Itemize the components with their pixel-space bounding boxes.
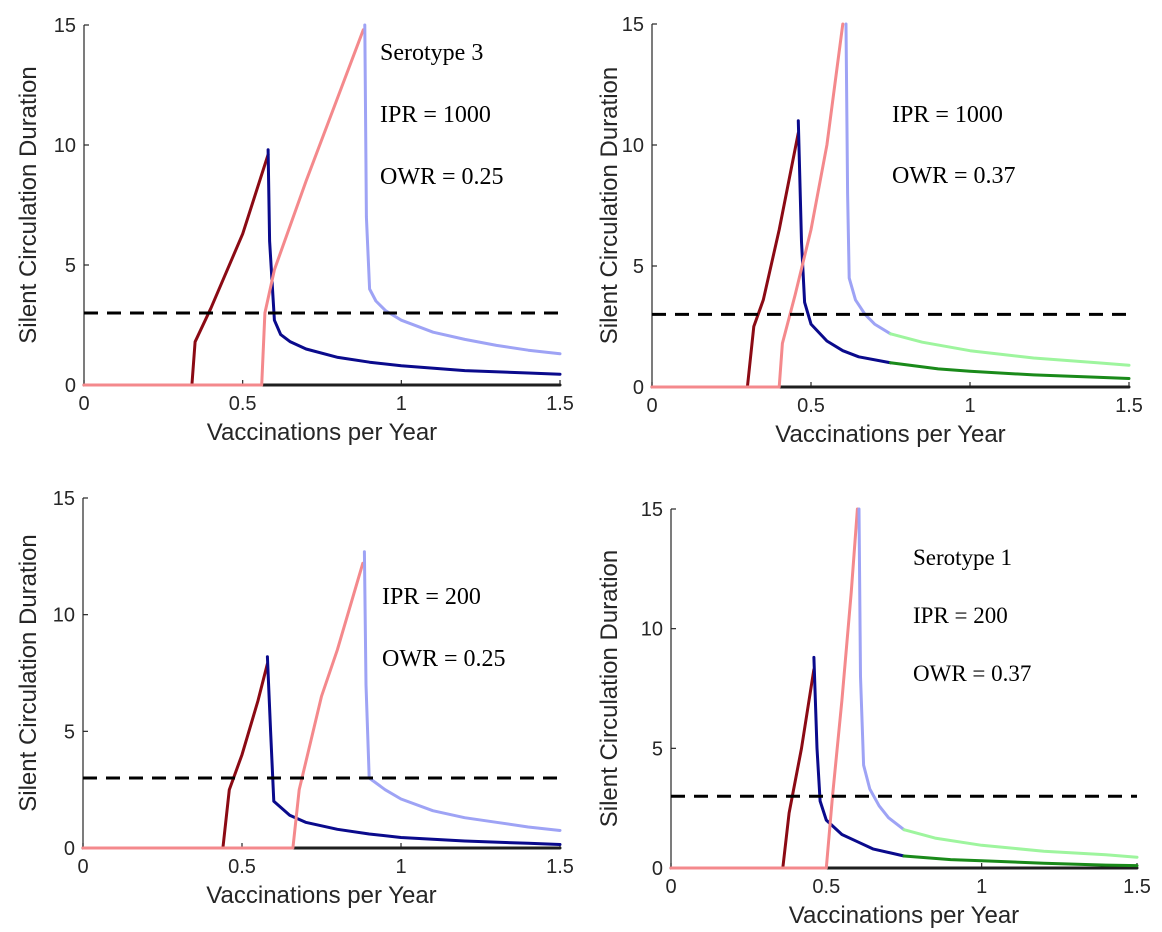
annotation-label: OWR = 0.37 bbox=[892, 163, 1016, 189]
x-tick-label: 0.5 bbox=[812, 876, 840, 898]
y-tick-label: 10 bbox=[622, 135, 644, 157]
series-line bbox=[857, 507, 906, 832]
y-tick-label: 15 bbox=[641, 499, 663, 521]
chart-panel-bottom-left: 0 0.5 1 1.5 0 5 10 15 Vaccinations per Year Silen… bbox=[15, 488, 574, 909]
y-tick-label: 5 bbox=[65, 255, 76, 277]
y-axis-label: Silent Circulation Duration bbox=[15, 66, 42, 343]
chart-panel-top-right: 0 0.5 1 1.5 0 5 10 15 Vaccinations per Year Silen… bbox=[596, 14, 1143, 448]
series-line bbox=[902, 854, 1139, 868]
series-line bbox=[902, 828, 1139, 859]
x-axis-label: Vaccinations per Year bbox=[775, 421, 1005, 448]
x-tick-label: 1.5 bbox=[1123, 876, 1151, 898]
y-axis-label: Silent Circulation Duration bbox=[596, 550, 623, 827]
y-tick-label: 15 bbox=[54, 15, 76, 37]
y-tick-label: 10 bbox=[54, 135, 76, 157]
x-tick-label: 0 bbox=[665, 876, 676, 898]
y-tick-label: 5 bbox=[652, 738, 663, 760]
annotation-label: Serotype 1 bbox=[913, 545, 1012, 570]
series-line bbox=[266, 148, 562, 376]
series-line bbox=[650, 131, 800, 389]
series-line bbox=[889, 361, 1131, 380]
y-tick-label: 5 bbox=[64, 721, 75, 743]
annotation-label: Serotype 3 bbox=[380, 40, 483, 66]
y-axis-label: Silent Circulation Duration bbox=[596, 67, 623, 344]
x-axis-label: Vaccinations per Year bbox=[206, 882, 436, 909]
y-tick-label: 10 bbox=[53, 605, 75, 627]
x-axis-label: Vaccinations per Year bbox=[789, 902, 1019, 929]
x-tick-label: 0.5 bbox=[797, 395, 825, 417]
x-tick-label: 1 bbox=[396, 393, 407, 415]
x-tick-label: 0 bbox=[77, 856, 88, 878]
y-tick-label: 10 bbox=[641, 619, 663, 641]
y-tick-label: 0 bbox=[65, 375, 76, 397]
series-line bbox=[812, 655, 906, 858]
x-tick-label: 1.5 bbox=[546, 393, 574, 415]
y-tick-label: 0 bbox=[652, 858, 663, 880]
x-axis-label: Vaccinations per Year bbox=[207, 419, 437, 446]
x-tick-label: 0.5 bbox=[228, 856, 256, 878]
y-axis-label: Silent Circulation Duration bbox=[15, 534, 42, 811]
chart-panel-top-left: 0 0.5 1 1.5 0 5 10 15 Vaccinations per Year Silen… bbox=[15, 15, 574, 446]
x-tick-label: 1.5 bbox=[1115, 395, 1143, 417]
series-line bbox=[265, 655, 562, 846]
x-tick-label: 0.5 bbox=[229, 393, 257, 415]
y-tick-label: 15 bbox=[53, 488, 75, 510]
annotation-label: OWR = 0.37 bbox=[913, 661, 1031, 686]
annotation-label: OWR = 0.25 bbox=[382, 646, 506, 672]
annotation-label: IPR = 200 bbox=[382, 584, 481, 610]
series-line bbox=[650, 22, 845, 389]
series-line bbox=[363, 23, 562, 356]
series-line bbox=[81, 561, 365, 850]
x-tick-label: 1 bbox=[964, 395, 975, 417]
series-line bbox=[82, 28, 365, 387]
x-tick-label: 0 bbox=[646, 395, 657, 417]
x-tick-label: 1 bbox=[395, 856, 406, 878]
y-tick-label: 0 bbox=[633, 377, 644, 399]
series-line bbox=[362, 550, 562, 832]
x-tick-label: 0 bbox=[78, 393, 89, 415]
series-line bbox=[669, 667, 816, 870]
annotation-label: IPR = 1000 bbox=[380, 102, 491, 128]
annotation-label: IPR = 1000 bbox=[892, 102, 1003, 128]
annotation-label: OWR = 0.25 bbox=[380, 164, 504, 190]
series-line bbox=[82, 153, 270, 387]
annotation-label: IPR = 200 bbox=[913, 603, 1008, 628]
x-tick-label: 1 bbox=[976, 876, 987, 898]
series-line bbox=[844, 22, 892, 336]
series-line bbox=[81, 662, 269, 850]
y-tick-label: 5 bbox=[633, 256, 644, 278]
y-tick-label: 0 bbox=[64, 838, 75, 860]
x-tick-label: 1.5 bbox=[546, 856, 574, 878]
series-line bbox=[889, 332, 1131, 367]
series-line bbox=[796, 119, 892, 365]
y-tick-label: 15 bbox=[622, 14, 644, 36]
series-line bbox=[669, 507, 859, 870]
chart-panel-bottom-right: 0 0.5 1 1.5 0 5 10 15 Vaccinations per Year Silen… bbox=[596, 499, 1151, 929]
